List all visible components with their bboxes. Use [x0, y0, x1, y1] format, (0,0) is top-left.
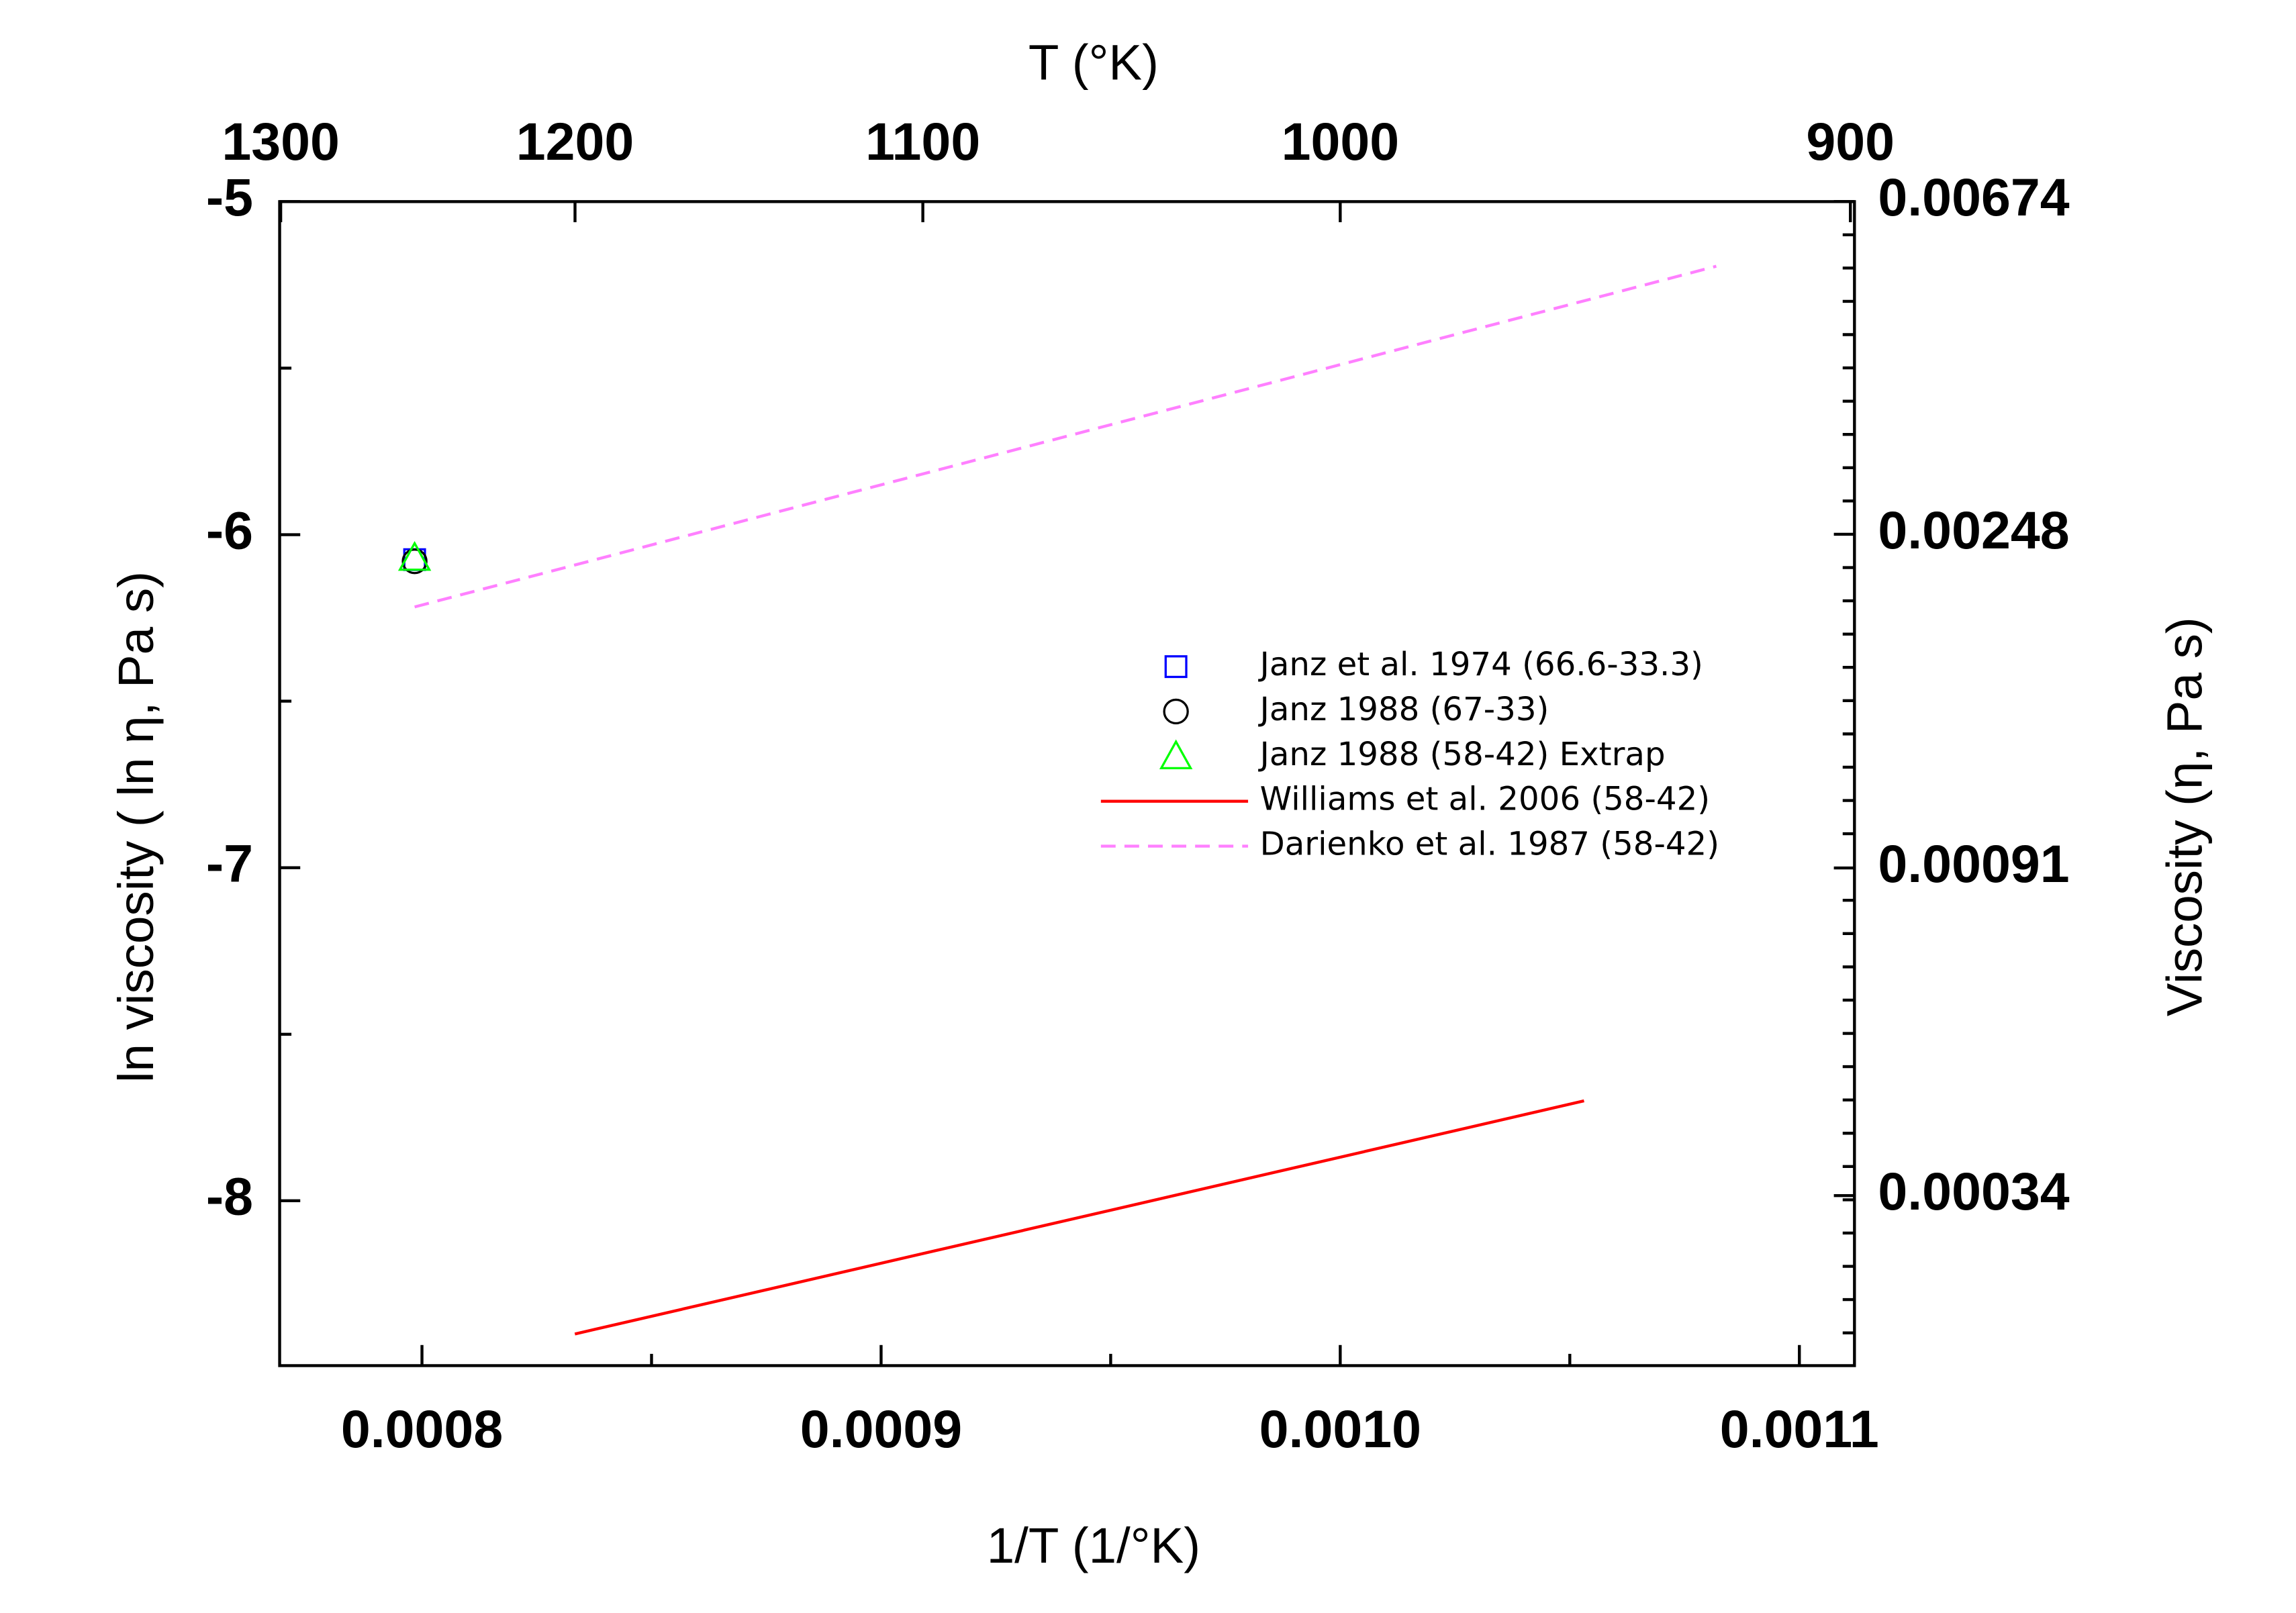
y2-tick-label: 0.00674 [1878, 168, 2069, 227]
x-tick-label: 0.0009 [800, 1400, 962, 1459]
triangle-marker [397, 540, 432, 571]
x-axis-title: 1/T (1/°K) [987, 1518, 1200, 1573]
x2-tick-label: 1100 [865, 112, 980, 171]
y-tick-label: -7 [206, 834, 253, 893]
circle-marker [1163, 698, 1189, 725]
x2-tick-label: 1300 [222, 112, 340, 171]
y-axis-title: ln viscosity ( ln η, Pa s) [108, 571, 164, 1083]
legend-label: Darienko et al. 1987 (58-42) [1260, 826, 1719, 863]
legend-label: Janz 1988 (58-42) Extrap [1258, 736, 1666, 773]
x-tick-label: 0.0008 [341, 1400, 503, 1459]
y-tick-label: -6 [206, 501, 253, 560]
series-line [414, 264, 1717, 609]
legend-label: Janz et al. 1974 (66.6-33.3) [1258, 646, 1703, 683]
legend-label: Janz 1988 (67-33) [1258, 691, 1549, 728]
circle-marker [401, 548, 428, 575]
legend-label: Williams et al. 2006 (58-42) [1260, 781, 1710, 818]
x-tick-label: 0.0010 [1259, 1400, 1421, 1459]
x2-tick-label: 1000 [1282, 112, 1400, 171]
x-tick-label: 0.0011 [1720, 1400, 1879, 1459]
y2-tick-label: 0.00091 [1878, 834, 2069, 893]
triangle-marker [1159, 739, 1193, 770]
y-tick-label: -5 [206, 168, 253, 227]
x2-tick-label: 1200 [516, 112, 634, 171]
plot-frame [278, 200, 1856, 1367]
y2-axis-title: Viscosity (η, Pa s) [2157, 617, 2213, 1016]
y2-tick-label: 0.00034 [1878, 1162, 2069, 1221]
top-axis-title: T (°K) [1029, 34, 1159, 90]
series-line [574, 1099, 1584, 1336]
square-marker [1164, 655, 1188, 679]
y2-tick-label: 0.00248 [1878, 501, 2069, 560]
x2-tick-label: 900 [1806, 112, 1895, 171]
y-tick-label: -8 [206, 1167, 253, 1226]
